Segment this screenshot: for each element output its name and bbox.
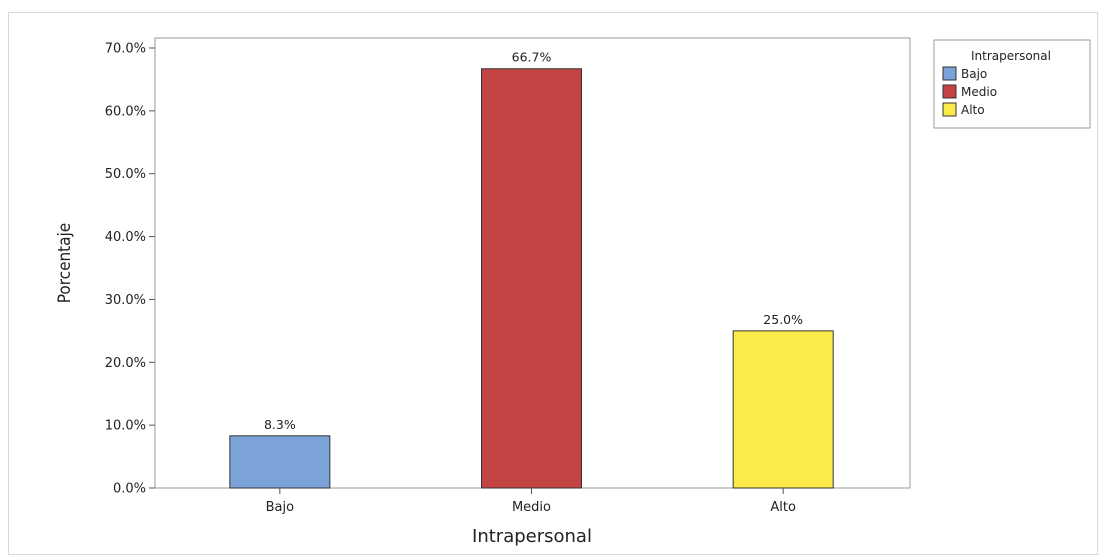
y-tick-label: 60.0%	[105, 104, 146, 119]
y-tick-label: 50.0%	[105, 167, 146, 182]
data-label: 8.3%	[264, 417, 296, 432]
legend-swatch	[942, 102, 957, 117]
x-tick-label: Bajo	[266, 500, 294, 515]
y-tick-label: 10.0%	[105, 419, 146, 434]
y-tick-label: 40.0%	[105, 230, 146, 245]
y-tick-label: 30.0%	[105, 293, 146, 308]
y-axis: 0.0% 10.0% 20.0% 30.0% 40.0% 50.0% 60.0% 70.0%	[105, 42, 155, 497]
y-tick-label: 0.0%	[113, 482, 146, 497]
legend-label: Medio	[961, 85, 997, 99]
chart-frame	[8, 12, 1098, 555]
bar-alto	[732, 330, 834, 489]
legend-label: Bajo	[961, 67, 987, 81]
x-axis-title: Intrapersonal	[472, 526, 592, 547]
legend-box	[933, 39, 1091, 129]
x-tick-label: Medio	[512, 500, 551, 515]
y-axis-title: Porcentaje	[55, 223, 75, 303]
legend-entries: Bajo Medio Alto	[942, 66, 997, 117]
data-label: 25.0%	[763, 312, 803, 327]
legend: Intrapersonal Bajo Medio Alto	[933, 39, 1091, 129]
bar-medio	[481, 68, 582, 489]
y-tick-label: 20.0%	[105, 356, 146, 371]
x-axis: Bajo Medio Alto	[266, 488, 796, 515]
legend-title: Intrapersonal	[971, 49, 1051, 63]
legend-swatch	[942, 84, 957, 99]
data-label: 66.7%	[512, 50, 552, 65]
y-tick-label: 70.0%	[105, 42, 146, 57]
legend-swatch	[942, 66, 957, 81]
x-tick-label: Alto	[770, 500, 796, 515]
legend-label: Alto	[961, 103, 985, 117]
bar-bajo	[229, 435, 331, 489]
bars: 8.3% 66.7% 25.0%	[229, 50, 834, 489]
